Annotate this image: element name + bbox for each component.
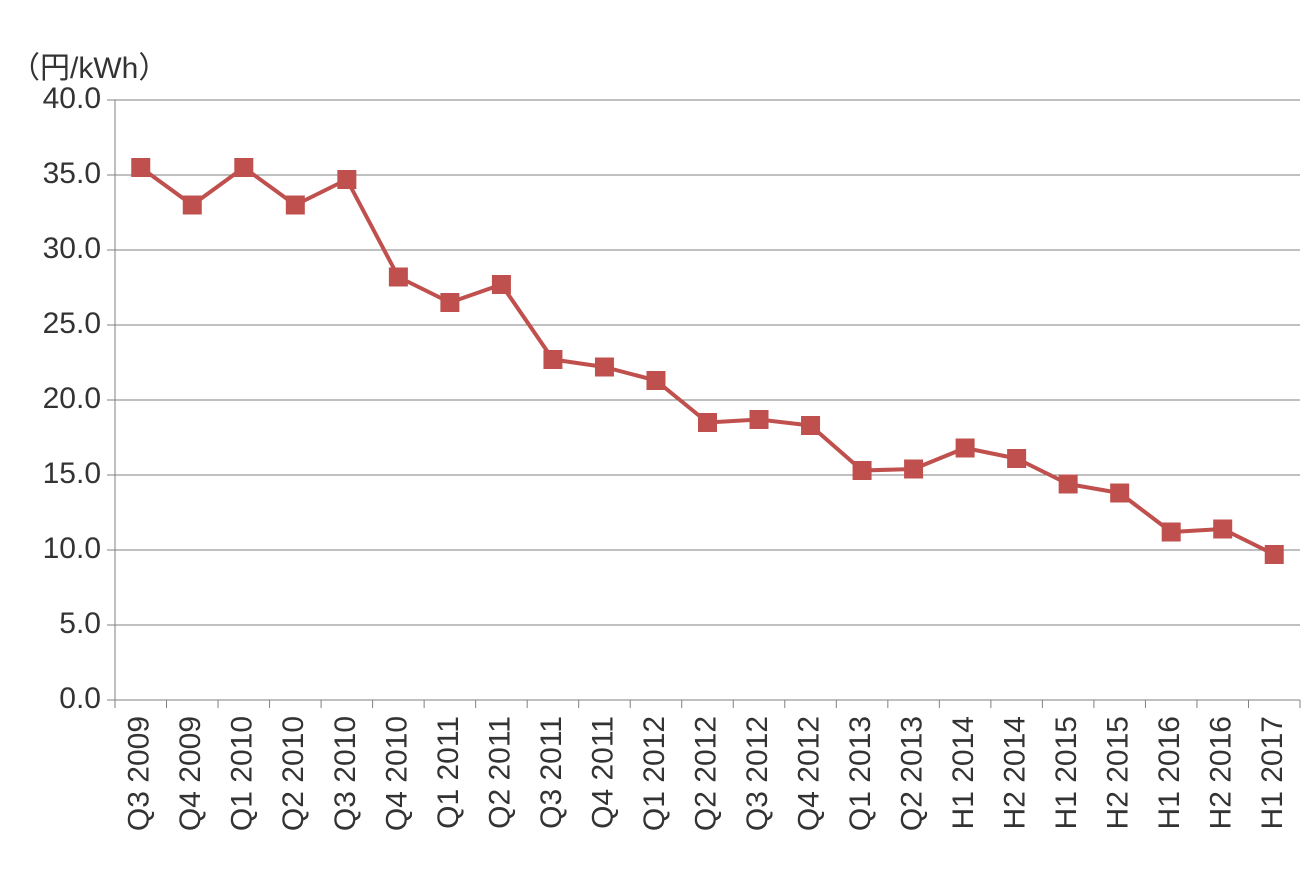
- y-tick-label: 25.0: [43, 307, 101, 340]
- data-point: [441, 294, 459, 312]
- data-point: [1162, 523, 1180, 541]
- y-tick-label: 20.0: [43, 382, 101, 415]
- x-tick-label: Q4 2010: [380, 716, 413, 831]
- data-point: [956, 439, 974, 457]
- data-point: [1214, 520, 1232, 538]
- data-point: [853, 462, 871, 480]
- x-tick-label: H2 2016: [1205, 716, 1238, 829]
- x-tick-label: Q3 2009: [123, 716, 156, 831]
- data-point: [389, 268, 407, 286]
- x-tick-label: Q4 2009: [174, 716, 207, 831]
- data-point: [183, 196, 201, 214]
- x-tick-label: Q4 2012: [792, 716, 825, 831]
- x-tick-label: Q4 2011: [586, 716, 619, 829]
- x-tick-label: Q3 2012: [741, 716, 774, 831]
- price-line-chart: 0.0 5.0 10.0 15.0 20.0 25.0 30.0 35.0 40.0 Q3 200…: [0, 0, 1316, 895]
- y-tick-label: 0.0: [59, 682, 101, 715]
- data-point: [905, 460, 923, 478]
- x-tick-label: Q2 2013: [896, 716, 929, 831]
- x-tick-label: Q1 2013: [844, 716, 877, 831]
- data-point: [699, 414, 717, 432]
- x-tick-label: H1 2015: [1050, 716, 1083, 829]
- data-point: [1059, 475, 1077, 493]
- data-point: [1265, 546, 1283, 564]
- x-tick-labels: Q3 2009 Q4 2009 Q1 2010 Q2 2010 Q3 2010 Q4 20…: [123, 716, 1289, 831]
- data-point: [338, 171, 356, 189]
- x-tick-label: Q3 2011: [535, 716, 568, 829]
- x-tick-label: Q1 2011: [432, 716, 465, 829]
- data-point: [286, 196, 304, 214]
- x-tick-label: Q2 2010: [277, 716, 310, 831]
- data-point: [1111, 484, 1129, 502]
- data-point: [235, 159, 253, 177]
- data-point: [492, 276, 510, 294]
- x-tick-label: Q1 2012: [638, 716, 671, 831]
- x-tick-label: H1 2016: [1153, 716, 1186, 829]
- y-tick-label: 35.0: [43, 157, 101, 190]
- data-point: [132, 159, 150, 177]
- data-point: [647, 372, 665, 390]
- y-axis-title: （円/kWh）: [10, 52, 168, 85]
- y-tick-label: 10.0: [43, 532, 101, 565]
- y-tick-label: 40.0: [43, 82, 101, 115]
- y-tick-label: 5.0: [59, 607, 101, 640]
- x-tick-label: H1 2017: [1256, 716, 1289, 829]
- x-tick-label: Q2 2012: [689, 716, 722, 831]
- data-point: [595, 358, 613, 376]
- data-point: [544, 351, 562, 369]
- x-tick-label: Q3 2010: [329, 716, 362, 831]
- y-tick-label: 30.0: [43, 232, 101, 265]
- y-tick-label: 15.0: [43, 457, 101, 490]
- chart-container: 0.0 5.0 10.0 15.0 20.0 25.0 30.0 35.0 40.0 Q3 200…: [0, 0, 1316, 895]
- x-tick-label: H1 2014: [947, 716, 980, 829]
- x-tick-label: Q1 2010: [226, 716, 259, 831]
- x-tick-label: H2 2014: [999, 716, 1032, 829]
- data-point: [1008, 450, 1026, 468]
- data-point: [802, 417, 820, 435]
- x-tick-label: H2 2015: [1102, 716, 1135, 829]
- data-point: [750, 411, 768, 429]
- x-tick-label: Q2 2011: [483, 716, 516, 829]
